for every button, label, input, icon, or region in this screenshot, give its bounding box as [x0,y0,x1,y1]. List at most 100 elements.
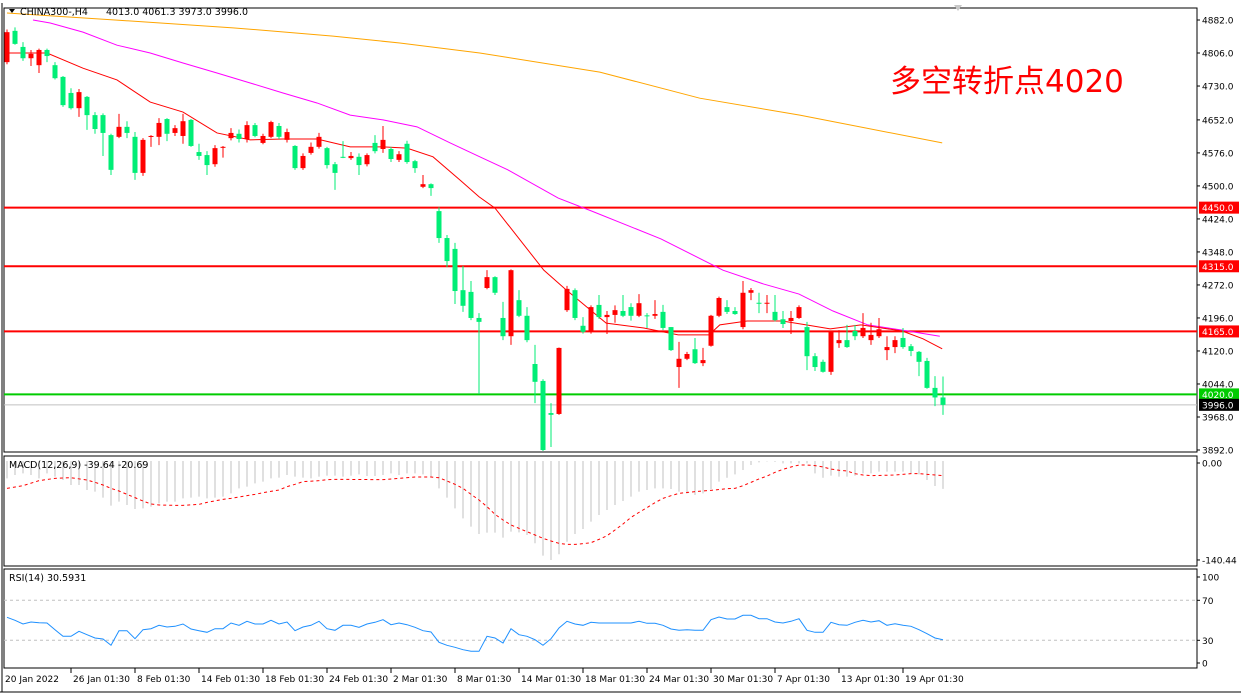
candle[interactable] [500,301,506,341]
candle[interactable] [244,121,250,143]
candle[interactable] [372,135,378,154]
candle[interactable] [196,143,202,160]
candle[interactable] [724,300,730,315]
candle[interactable] [284,128,290,143]
candle[interactable] [412,159,418,173]
candle[interactable] [476,313,482,394]
triangle-down-icon[interactable] [9,9,15,13]
candle[interactable] [484,270,490,290]
candle[interactable] [756,292,762,314]
candle[interactable] [772,294,778,322]
candle[interactable] [252,122,258,138]
candle[interactable] [588,305,594,334]
candle[interactable] [652,300,658,319]
candle[interactable] [204,151,210,176]
candle[interactable] [924,357,930,389]
candle[interactable] [532,344,538,404]
candle[interactable] [884,336,890,361]
candle[interactable] [540,379,546,452]
candle[interactable] [908,344,914,357]
candle[interactable] [780,311,786,328]
candle[interactable] [420,175,426,189]
candle[interactable] [180,113,186,144]
candle[interactable] [748,287,754,301]
candle[interactable] [820,359,826,373]
candle[interactable] [76,89,82,117]
candle[interactable] [68,88,74,110]
candle[interactable] [620,294,626,318]
candle[interactable] [916,350,922,377]
candle[interactable] [580,317,586,334]
candle[interactable] [828,330,834,375]
candle[interactable] [444,235,450,268]
candle[interactable] [596,294,602,319]
candle[interactable] [524,307,530,343]
candle[interactable] [292,145,298,170]
candle[interactable] [404,140,410,164]
candle[interactable] [396,151,402,163]
candle[interactable] [860,313,866,338]
candle[interactable] [44,48,50,63]
candle[interactable] [844,324,850,348]
candle[interactable] [300,153,306,170]
candle[interactable] [188,119,194,147]
candle[interactable] [164,118,170,142]
candle[interactable] [428,183,434,196]
candle[interactable] [468,281,474,321]
candle[interactable] [508,269,514,345]
candle[interactable] [644,313,650,328]
candle[interactable] [460,265,466,312]
candle[interactable] [732,307,738,315]
candle[interactable] [20,42,26,61]
candle[interactable] [380,125,386,153]
candle[interactable] [788,311,794,335]
candle[interactable] [356,153,362,176]
candle[interactable] [340,141,346,159]
candle[interactable] [212,145,218,167]
candle[interactable] [132,132,138,180]
chart-shift-icon[interactable] [954,5,962,11]
candle[interactable] [308,142,314,155]
candle[interactable] [676,341,682,388]
candle[interactable] [100,113,106,156]
candle[interactable] [12,27,18,45]
candle[interactable] [636,294,642,318]
candle[interactable] [492,276,498,295]
candle[interactable] [268,120,274,139]
candle[interactable] [876,317,882,338]
candle[interactable] [812,353,818,371]
candle[interactable] [516,290,522,318]
candle[interactable] [604,311,610,335]
candle[interactable] [84,96,90,130]
candle[interactable] [708,314,714,347]
candle[interactable] [740,281,746,330]
candle[interactable] [156,118,162,146]
candle[interactable] [4,29,10,65]
candle[interactable] [932,376,938,407]
candle[interactable] [612,305,618,323]
candle[interactable] [668,327,674,351]
candle[interactable] [92,112,98,134]
candle[interactable] [548,403,554,447]
candle[interactable] [172,125,178,136]
candle[interactable] [660,304,666,331]
candle[interactable] [868,322,874,345]
candle[interactable] [60,76,66,107]
candle[interactable] [700,347,706,367]
candle[interactable] [140,138,146,176]
candle[interactable] [572,288,578,321]
candle[interactable] [316,132,322,149]
candle[interactable] [628,303,634,321]
candle[interactable] [36,48,42,73]
candle[interactable] [764,294,770,314]
candle[interactable] [388,146,394,163]
candle[interactable] [124,121,130,139]
candle[interactable] [236,129,242,143]
candle[interactable] [348,152,354,160]
candle[interactable] [556,347,562,415]
candle[interactable] [220,145,226,158]
candle[interactable] [28,49,34,67]
candle[interactable] [324,146,330,169]
price-pane[interactable] [3,7,1198,453]
candle[interactable] [716,296,722,318]
